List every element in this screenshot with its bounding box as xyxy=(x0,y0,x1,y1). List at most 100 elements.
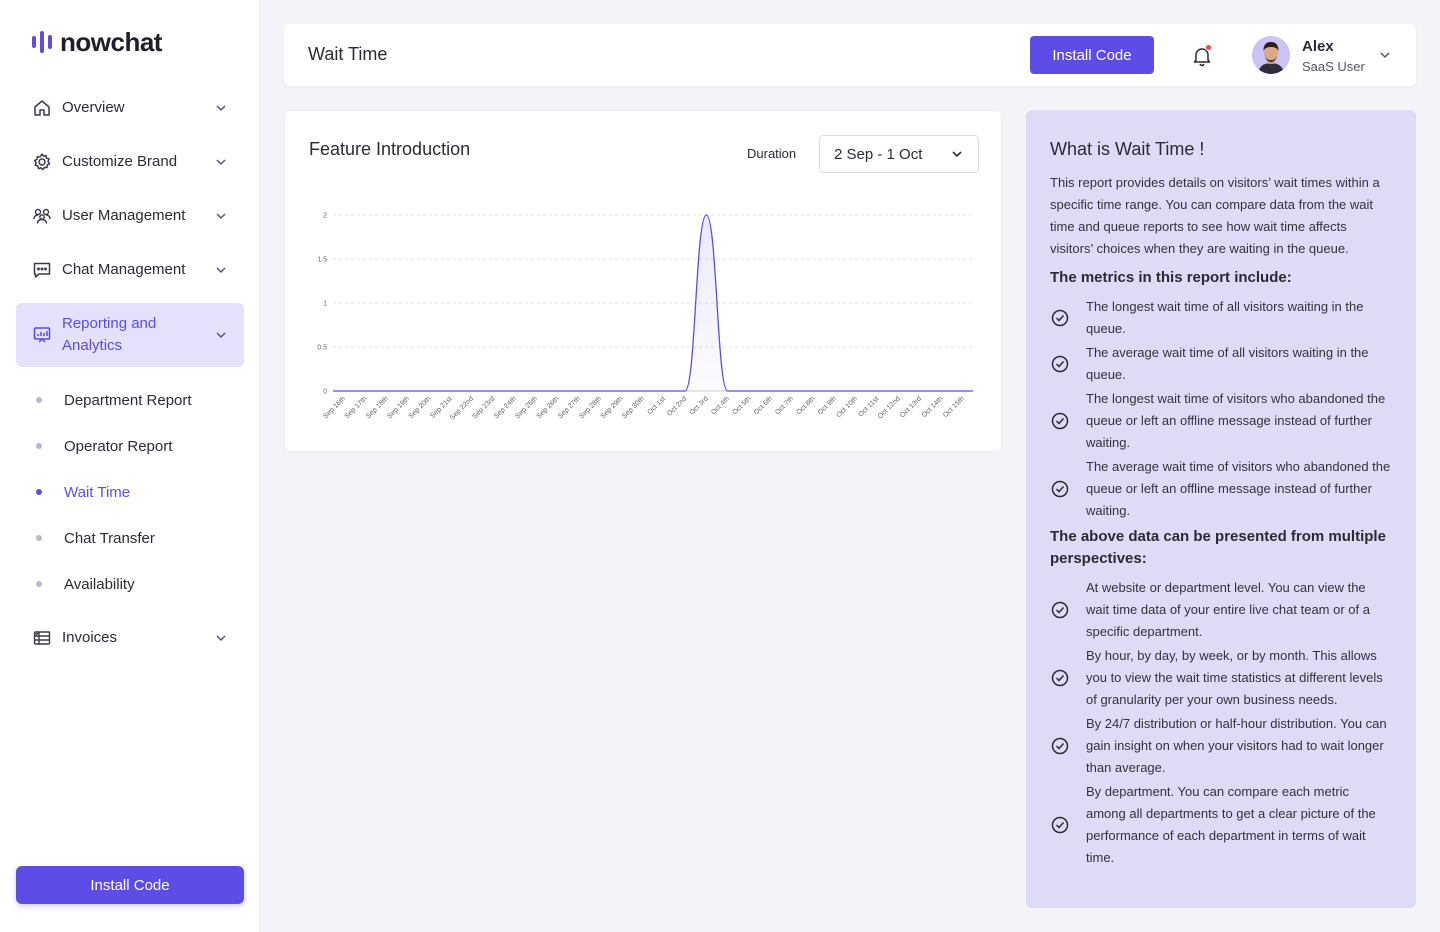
invoice-icon xyxy=(32,628,52,648)
chat-icon xyxy=(32,260,52,280)
logo-text: nowchat xyxy=(60,26,162,57)
sidebar: nowchat Overview Customize Brand User Ma… xyxy=(0,0,260,932)
check-item-text: The average wait time of all visitors wa… xyxy=(1086,345,1369,382)
x-tick-label: Sep 22nd xyxy=(449,395,475,421)
sidebar-item-reporting-analytics[interactable]: Reporting and Analytics xyxy=(16,303,244,367)
sidebar-item-label: Invoices xyxy=(62,629,118,646)
avatar[interactable] xyxy=(1252,36,1290,74)
x-tick-label: Sep 23rd xyxy=(471,395,496,420)
x-tick-label: Oct 9th xyxy=(817,395,838,416)
x-tick-label: Sep 20th xyxy=(408,395,433,420)
sidebar-item-label: Reporting and Analytics xyxy=(62,315,157,354)
sidebar-subitem-label: Operator Report xyxy=(64,437,173,455)
check-circle-icon xyxy=(1050,354,1070,374)
sidebar-subitem-department-report[interactable]: Department Report xyxy=(36,385,244,415)
x-tick-label: Sep 27th xyxy=(557,395,582,420)
sidebar-item-customize-brand[interactable]: Customize Brand xyxy=(16,138,244,186)
users-icon xyxy=(32,206,52,226)
duration-select[interactable]: 2 Sep - 1 Oct xyxy=(819,135,979,173)
check-item: The average wait time of all visitors wa… xyxy=(1050,342,1392,386)
metrics-heading: The metrics in this report include: xyxy=(1050,269,1292,286)
x-tick-label: Oct 15th xyxy=(942,395,966,419)
sidebar-subitem-label: Chat Transfer xyxy=(64,529,155,547)
sidebar-item-label: Customize Brand xyxy=(62,153,178,170)
chevron-down-icon xyxy=(214,209,228,223)
x-tick-label: Oct 12nd xyxy=(877,395,902,420)
y-tick-label: 0.5 xyxy=(317,345,327,352)
y-tick-label: 0 xyxy=(323,389,327,396)
sidebar-subitem-label: Wait Time xyxy=(64,483,131,501)
check-item: By hour, by day, by week, or by month. T… xyxy=(1050,645,1392,711)
sidebar-subitem-availability[interactable]: Availability xyxy=(36,569,244,599)
logo-mark-icon xyxy=(32,31,52,53)
sidebar-item-overview[interactable]: Overview xyxy=(16,84,244,132)
x-tick-label: Oct 6th xyxy=(753,395,774,416)
check-item-text: At website or department level. You can … xyxy=(1086,580,1370,639)
gear-icon xyxy=(32,152,52,172)
sidebar-subitem-chat-transfer[interactable]: Chat Transfer xyxy=(36,523,244,553)
perspectives-heading: The above data can be presented from mul… xyxy=(1050,528,1386,567)
bullet-dot xyxy=(36,581,42,587)
x-tick-label: Sep 28th xyxy=(578,395,603,420)
y-tick-label: 1 xyxy=(323,301,327,308)
check-item-text: By department. You can compare each metr… xyxy=(1086,784,1376,865)
x-tick-label: Oct 7th xyxy=(774,395,795,416)
check-circle-icon xyxy=(1050,736,1070,756)
x-tick-label: Oct 13rd xyxy=(899,395,923,419)
check-circle-icon xyxy=(1050,479,1070,499)
sidebar-item-label: Chat Management xyxy=(62,261,186,278)
x-tick-label: Sep 17th xyxy=(344,395,369,420)
sidebar-subitem-label: Availability xyxy=(64,575,135,593)
x-tick-label: Oct 3rd xyxy=(689,395,710,416)
check-item: By 24/7 distribution or half-hour distri… xyxy=(1050,713,1392,779)
sidebar-item-label: Overview xyxy=(62,99,125,116)
series-line xyxy=(333,214,973,392)
sidebar-subitem-operator-report[interactable]: Operator Report xyxy=(36,431,244,461)
chevron-down-icon xyxy=(214,155,228,169)
check-item-text: The longest wait time of visitors who ab… xyxy=(1086,391,1386,450)
x-tick-label: Oct 8th xyxy=(795,395,816,416)
sidebar-item-user-management[interactable]: User Management xyxy=(16,192,244,240)
x-tick-label: Sep 26th xyxy=(536,395,561,420)
notification-badge xyxy=(1205,44,1212,51)
chevron-down-icon xyxy=(950,147,964,161)
x-tick-label: Sep 29th xyxy=(600,395,625,420)
chevron-down-icon xyxy=(214,328,228,342)
chevron-down-icon xyxy=(214,263,228,277)
notification-bell-icon[interactable] xyxy=(1190,44,1214,68)
sidebar-install-code-button[interactable]: Install Code xyxy=(16,866,244,904)
x-tick-label: Oct 4th xyxy=(710,395,731,416)
duration-value: 2 Sep - 1 Oct xyxy=(834,145,923,163)
x-tick-label: Sep 25th xyxy=(514,395,539,420)
sidebar-item-label: User Management xyxy=(62,207,186,224)
x-tick-label: Oct 10th xyxy=(835,395,859,419)
info-panel: What is Wait Time ! This report provides… xyxy=(1026,110,1416,908)
chart-icon xyxy=(32,325,52,345)
header-install-code-button[interactable]: Install Code xyxy=(1030,36,1154,74)
y-tick-label: 2 xyxy=(323,213,327,220)
sidebar-item-invoices[interactable]: Invoices xyxy=(16,614,244,662)
check-circle-icon xyxy=(1050,308,1070,328)
home-icon xyxy=(32,98,52,118)
top-header: Wait Time Install Code Alex SaaS User xyxy=(284,24,1416,86)
card-title: Feature Introduction xyxy=(309,139,471,159)
info-description: This report provides details on visitors… xyxy=(1050,175,1380,256)
check-item-text: By 24/7 distribution or half-hour distri… xyxy=(1086,716,1387,775)
x-tick-label: Oct 14th xyxy=(921,395,945,419)
sidebar-item-chat-management[interactable]: Chat Management xyxy=(16,246,244,294)
x-tick-label: Sep 30th xyxy=(621,395,646,420)
check-item-text: The average wait time of visitors who ab… xyxy=(1086,459,1391,518)
x-tick-label: Oct 5th xyxy=(731,395,752,416)
user-role: SaaS User xyxy=(1302,59,1365,74)
info-title: What is Wait Time ! xyxy=(1050,139,1205,159)
chevron-down-icon[interactable] xyxy=(1378,48,1392,62)
check-item: The average wait time of visitors who ab… xyxy=(1050,456,1392,522)
bullet-dot xyxy=(36,535,42,541)
check-item-text: By hour, by day, by week, or by month. T… xyxy=(1086,648,1383,707)
x-tick-label: Sep 19th xyxy=(386,395,411,420)
sidebar-subitem-wait-time[interactable]: Wait Time xyxy=(36,477,244,507)
logo[interactable]: nowchat xyxy=(32,26,162,57)
x-tick-label: Oct 2nd xyxy=(666,395,688,417)
x-tick-label: Oct 1st xyxy=(646,395,667,416)
